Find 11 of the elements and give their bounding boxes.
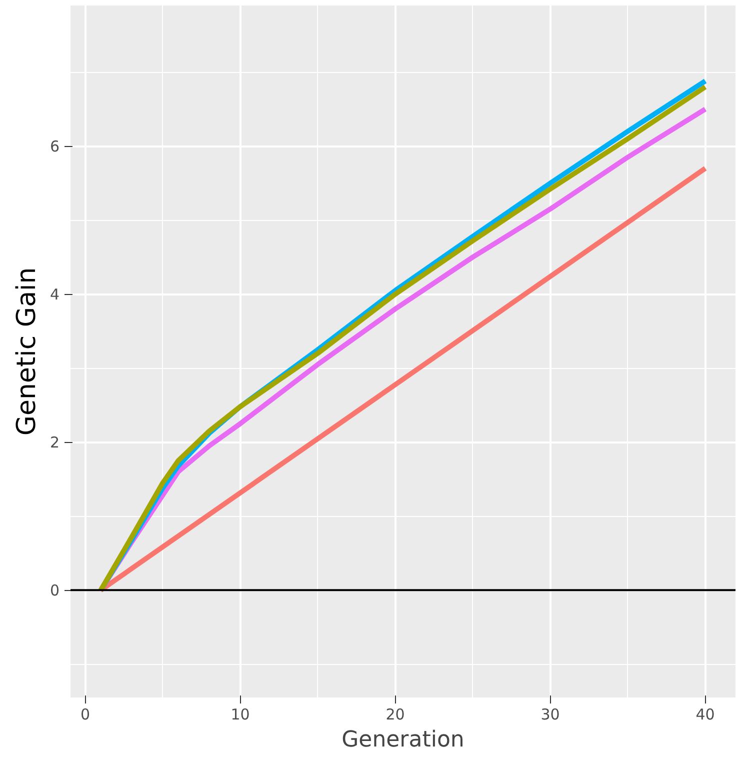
x-tick-label: 10 xyxy=(230,706,250,724)
y-tick-label: 2 xyxy=(50,434,60,452)
y-axis-title: Genetic Gain xyxy=(12,267,42,436)
y-tick-label: 6 xyxy=(50,138,60,156)
x-tick-label: 20 xyxy=(386,706,405,724)
y-tick-label: 0 xyxy=(50,582,60,600)
x-tick-label: 40 xyxy=(696,706,715,724)
y-tick-label: 4 xyxy=(50,286,60,304)
x-tick-label: 30 xyxy=(540,706,560,724)
x-axis-title: Generation xyxy=(342,728,464,752)
x-tick-label: 0 xyxy=(80,706,90,724)
